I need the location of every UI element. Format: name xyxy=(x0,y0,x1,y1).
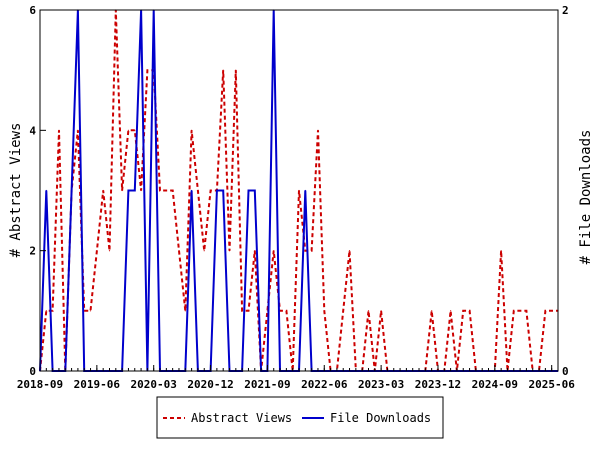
data-point-file-downloads xyxy=(71,189,73,192)
data-point-abstract-views xyxy=(367,310,370,312)
x-tick-label: 2021-09 xyxy=(244,378,290,391)
y-left-tick-label: 4 xyxy=(29,124,36,137)
y-axis-left-title: # Abstract Views xyxy=(8,123,24,258)
data-point-file-downloads xyxy=(254,189,256,192)
data-point-file-downloads xyxy=(45,189,47,192)
x-tick-label: 2022-06 xyxy=(301,378,348,391)
series-layer xyxy=(39,9,559,372)
y-left-tick-label: 0 xyxy=(29,365,36,378)
x-tick-label: 2020-03 xyxy=(131,378,177,391)
data-point-abstract-views xyxy=(45,310,47,312)
data-point-file-downloads xyxy=(304,189,306,192)
y-left-tick-label: 2 xyxy=(29,245,36,258)
data-point-abstract-views xyxy=(108,250,111,252)
y-right-tick-label: 2 xyxy=(562,4,569,17)
y-axis-right: 02 xyxy=(552,4,569,378)
data-point-file-downloads xyxy=(127,189,129,192)
data-point-abstract-views xyxy=(273,250,275,252)
data-point-abstract-views xyxy=(450,310,452,312)
data-point-abstract-views xyxy=(203,250,205,252)
x-tick-label: 2018-09 xyxy=(17,378,63,391)
x-tick-label: 2020-12 xyxy=(187,378,233,391)
data-point-abstract-views xyxy=(210,189,212,192)
data-point-file-downloads xyxy=(247,189,250,192)
data-point-file-downloads xyxy=(222,189,224,192)
data-point-abstract-views xyxy=(178,250,180,252)
data-point-abstract-views xyxy=(134,129,136,131)
data-point-abstract-views xyxy=(165,189,167,192)
data-point-abstract-views xyxy=(140,189,142,192)
data-point-abstract-views xyxy=(525,310,528,312)
data-point-abstract-views xyxy=(551,310,553,312)
data-point-abstract-views xyxy=(228,250,231,252)
data-point-abstract-views xyxy=(317,129,319,131)
data-point-abstract-views xyxy=(469,310,471,312)
data-point-abstract-views xyxy=(544,310,547,312)
x-tick-label: 2024-09 xyxy=(472,378,518,391)
data-point-abstract-views xyxy=(77,129,79,131)
data-point-abstract-views xyxy=(342,310,344,312)
data-point-abstract-views xyxy=(184,310,186,312)
data-point-abstract-views xyxy=(96,250,98,252)
data-point-abstract-views xyxy=(89,310,92,312)
legend: Abstract Views File Downloads xyxy=(156,396,444,439)
x-tick-label: 2025-06 xyxy=(529,378,576,391)
data-point-abstract-views xyxy=(323,310,325,312)
x-tick-label: 2023-12 xyxy=(415,378,461,391)
data-point-abstract-views xyxy=(348,250,351,252)
data-point-abstract-views xyxy=(58,129,60,131)
data-point-abstract-views xyxy=(247,310,250,312)
data-point-abstract-views xyxy=(121,189,123,192)
data-point-abstract-views xyxy=(285,310,287,312)
x-axis: 2018-09 2019-06 2020-03 2020-12 2021-09 2022-… xyxy=(17,365,575,391)
data-point-file-downloads xyxy=(134,189,136,192)
data-point-abstract-views xyxy=(431,310,433,312)
data-point-abstract-views xyxy=(146,69,148,71)
data-point-abstract-views xyxy=(241,310,243,312)
x-tick-label: 2023-03 xyxy=(358,378,404,391)
data-point-abstract-views xyxy=(513,310,515,312)
data-point-abstract-views xyxy=(462,310,464,312)
data-point-abstract-views xyxy=(380,310,382,312)
data-point-abstract-views xyxy=(235,69,237,71)
data-point-abstract-views xyxy=(254,250,256,252)
y-axis-right-title: # File Downloads xyxy=(578,130,594,265)
data-point-abstract-views xyxy=(222,69,224,71)
data-point-file-downloads xyxy=(216,189,218,192)
data-point-abstract-views xyxy=(127,129,129,131)
data-point-abstract-views xyxy=(172,189,174,192)
data-point-abstract-views xyxy=(102,189,104,192)
data-point-abstract-views xyxy=(311,250,313,252)
legend-box xyxy=(156,396,444,439)
data-point-file-downloads xyxy=(191,189,193,192)
data-point-abstract-views xyxy=(52,310,54,312)
data-point-abstract-views xyxy=(519,310,521,312)
data-point-abstract-views xyxy=(500,250,502,252)
legend-label-abstract-views: Abstract Views xyxy=(191,411,292,425)
x-tick-label: 2019-06 xyxy=(74,378,121,391)
data-point-abstract-views xyxy=(191,129,193,131)
data-point-abstract-views xyxy=(304,250,306,252)
y-left-tick-label: 6 xyxy=(29,4,36,17)
legend-label-file-downloads: File Downloads xyxy=(330,411,431,425)
y-right-tick-label: 0 xyxy=(562,365,569,378)
data-point-abstract-views xyxy=(197,189,199,192)
data-point-abstract-views xyxy=(298,189,300,192)
y-axis-left: 0 2 4 6 xyxy=(29,4,46,378)
data-point-abstract-views xyxy=(159,189,161,192)
